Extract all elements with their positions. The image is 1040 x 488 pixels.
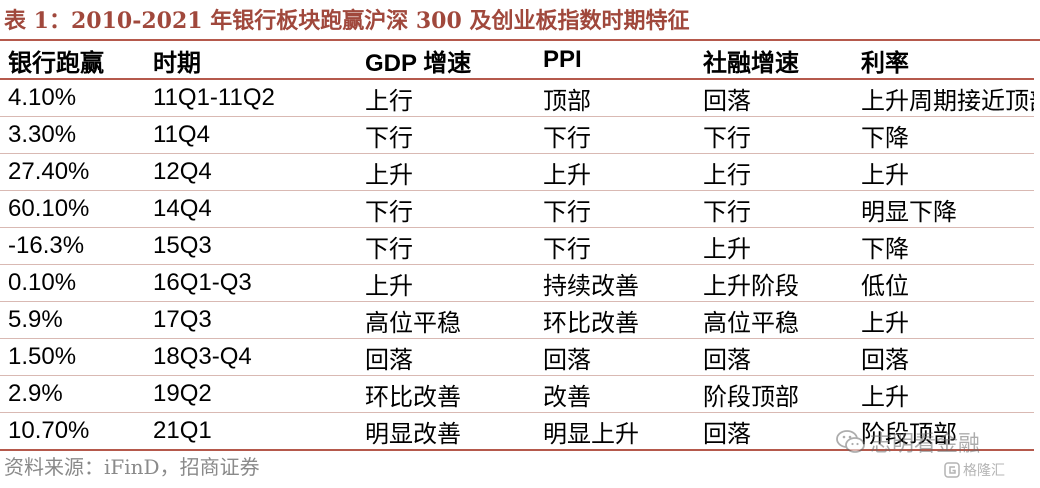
cell-ppi: 下行 <box>535 116 695 154</box>
header-row: 银行跑赢 时期 GDP 增速 PPI 社融增速 利率 <box>0 42 1034 80</box>
cell-gdp-growth: 上升 <box>357 153 535 191</box>
cell-interest-rate: 上升周期接近顶部 <box>853 79 1034 117</box>
cell-gdp-growth: 上行 <box>357 79 535 117</box>
cell-period: 18Q3-Q4 <box>145 338 357 376</box>
cell-interest-rate: 明显下降 <box>853 190 1034 228</box>
table-row: 10.70% 21Q1 明显改善 明显上升 回落 阶段顶部 <box>0 412 1034 451</box>
cell-gdp-growth: 上升 <box>357 264 535 302</box>
header-bank-outperform: 银行跑赢 <box>0 42 145 80</box>
cell-social-financing-growth: 回落 <box>695 79 853 117</box>
cell-social-financing-growth: 上升 <box>695 227 853 265</box>
cell-bank-outperform: 4.10% <box>0 79 145 117</box>
header-social-financing-growth: 社融增速 <box>695 42 853 80</box>
cell-period: 14Q4 <box>145 190 357 228</box>
cell-social-financing-growth: 阶段顶部 <box>695 375 853 413</box>
table-row: 0.10% 16Q1-Q3 上升 持续改善 上升阶段 低位 <box>0 264 1034 302</box>
cell-interest-rate: 阶段顶部 <box>853 412 1034 451</box>
cell-bank-outperform: 3.30% <box>0 116 145 154</box>
cell-period: 11Q4 <box>145 116 357 154</box>
cell-bank-outperform: 5.9% <box>0 301 145 339</box>
title-divider <box>0 39 1040 41</box>
cell-interest-rate: 上升 <box>853 153 1034 191</box>
cell-interest-rate: 下降 <box>853 116 1034 154</box>
watermark-secondary: 格隆汇 <box>944 458 1005 482</box>
cell-bank-outperform: -16.3% <box>0 227 145 265</box>
cell-ppi: 明显上升 <box>535 412 695 451</box>
data-table: 银行跑赢 时期 GDP 增速 PPI 社融增速 利率 4.10% 11Q1-11… <box>0 42 1034 451</box>
cell-ppi: 上升 <box>535 153 695 191</box>
cell-social-financing-growth: 下行 <box>695 190 853 228</box>
cell-interest-rate: 回落 <box>853 338 1034 376</box>
cell-ppi: 环比改善 <box>535 301 695 339</box>
cell-period: 11Q1-11Q2 <box>145 79 357 117</box>
cell-period: 19Q2 <box>145 375 357 413</box>
watermark-text: 志明看金融 <box>870 432 981 457</box>
cell-gdp-growth: 下行 <box>357 116 535 154</box>
table-row: 60.10% 14Q4 下行 下行 下行 明显下降 <box>0 190 1034 228</box>
table-row: 5.9% 17Q3 高位平稳 环比改善 高位平稳 上升 <box>0 301 1034 339</box>
table-header: 银行跑赢 时期 GDP 增速 PPI 社融增速 利率 <box>0 42 1034 80</box>
cell-social-financing-growth: 上升阶段 <box>695 264 853 302</box>
table-row: 27.40% 12Q4 上升 上升 上行 上升 <box>0 153 1034 191</box>
cell-bank-outperform: 0.10% <box>0 264 145 302</box>
header-period: 时期 <box>145 42 357 80</box>
cell-period: 12Q4 <box>145 153 357 191</box>
cell-interest-rate: 上升 <box>853 301 1034 339</box>
cell-bank-outperform: 1.50% <box>0 338 145 376</box>
table-row: 1.50% 18Q3-Q4 回落 回落 回落 回落 <box>0 338 1034 376</box>
table-row: 3.30% 11Q4 下行 下行 下行 下降 <box>0 116 1034 154</box>
cell-period: 15Q3 <box>145 227 357 265</box>
cell-period: 21Q1 <box>145 412 357 451</box>
cell-gdp-growth: 下行 <box>357 190 535 228</box>
cell-ppi: 回落 <box>535 338 695 376</box>
cell-bank-outperform: 10.70% <box>0 412 145 451</box>
header-gdp-growth: GDP 增速 <box>357 42 535 80</box>
cell-gdp-growth: 回落 <box>357 338 535 376</box>
cell-ppi: 下行 <box>535 190 695 228</box>
cell-social-financing-growth: 回落 <box>695 338 853 376</box>
cell-bank-outperform: 2.9% <box>0 375 145 413</box>
wechat-icon <box>836 430 865 453</box>
cell-social-financing-growth: 高位平稳 <box>695 301 853 339</box>
cell-gdp-growth: 高位平稳 <box>357 301 535 339</box>
cell-ppi: 下行 <box>535 227 695 265</box>
table-row: -16.3% 15Q3 下行 下行 上升 下降 <box>0 227 1034 265</box>
cell-gdp-growth: 明显改善 <box>357 412 535 451</box>
table-body: 4.10% 11Q1-11Q2 上行 顶部 回落 上升周期接近顶部 3.30% … <box>0 79 1034 451</box>
cell-bank-outperform: 27.40% <box>0 153 145 191</box>
cell-bank-outperform: 60.10% <box>0 190 145 228</box>
source-note: 资料来源：iFinD，招商证券 <box>4 455 260 479</box>
header-ppi: PPI <box>535 42 695 80</box>
cell-gdp-growth: 下行 <box>357 227 535 265</box>
table-row: 4.10% 11Q1-11Q2 上行 顶部 回落 上升周期接近顶部 <box>0 79 1034 117</box>
table-row: 2.9% 19Q2 环比改善 改善 阶段顶部 上升 <box>0 375 1034 413</box>
cell-social-financing-growth: 上行 <box>695 153 853 191</box>
header-interest-rate: 利率 <box>853 42 1034 80</box>
cell-interest-rate: 低位 <box>853 264 1034 302</box>
cell-social-financing-growth: 回落 <box>695 412 853 451</box>
gelonghui-logo-icon <box>944 462 960 478</box>
cell-interest-rate: 上升 <box>853 375 1034 413</box>
cell-ppi: 持续改善 <box>535 264 695 302</box>
cell-ppi: 改善 <box>535 375 695 413</box>
watermark: 志明看金融 <box>836 426 980 458</box>
cell-gdp-growth: 环比改善 <box>357 375 535 413</box>
cell-ppi: 顶部 <box>535 79 695 117</box>
cell-period: 17Q3 <box>145 301 357 339</box>
watermark-secondary-text: 格隆汇 <box>963 462 1005 478</box>
table-title: 表 1：2010-2021 年银行板块跑赢沪深 300 及创业板指数时期特征 <box>4 8 690 34</box>
cell-period: 16Q1-Q3 <box>145 264 357 302</box>
cell-social-financing-growth: 下行 <box>695 116 853 154</box>
cell-interest-rate: 下降 <box>853 227 1034 265</box>
